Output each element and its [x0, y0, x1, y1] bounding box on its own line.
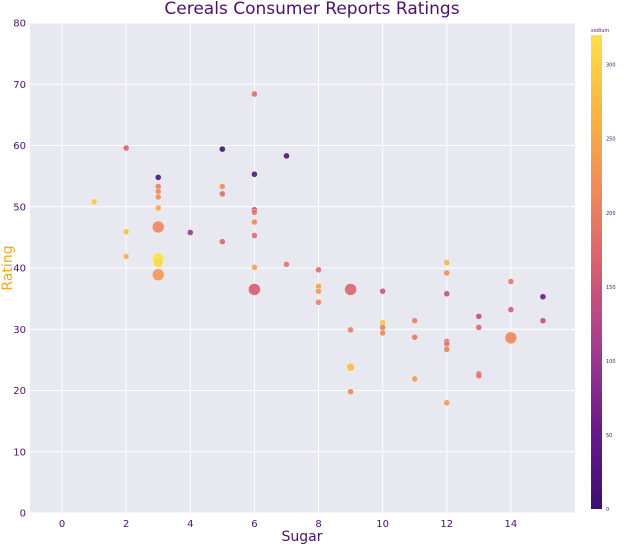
data-point [219, 238, 226, 245]
x-tick-label: 10 [376, 519, 389, 530]
colorbar-tick-label: 200 [606, 211, 616, 217]
x-tick-labels: 0 2 4 6 8 10 12 14 [59, 519, 517, 530]
data-point [411, 375, 418, 383]
data-point [504, 331, 518, 345]
chart-title: Cereals Consumer Reports Ratings [164, 0, 459, 19]
data-point [90, 198, 98, 206]
data-point [379, 329, 386, 337]
data-point [251, 90, 258, 98]
data-point [151, 220, 165, 234]
data-point [154, 193, 162, 201]
data-point [443, 259, 451, 266]
colorbar-tick-label: 50 [606, 433, 612, 439]
data-point [379, 288, 386, 295]
colorbar-tick-label: 250 [606, 137, 616, 143]
colorbar-tick-label: 100 [606, 359, 616, 365]
data-point [283, 261, 290, 268]
colorbar-gradient [591, 35, 602, 509]
data-point [251, 209, 258, 216]
data-point [154, 174, 162, 181]
data-point [219, 183, 226, 190]
y-tick-label: 40 [13, 264, 26, 275]
data-point [122, 253, 130, 260]
colorbar-tick-label: 150 [606, 285, 616, 291]
colorbar-title: sodium [591, 28, 609, 34]
data-point [248, 283, 261, 296]
data-point [347, 388, 354, 395]
y-tick-label: 10 [13, 447, 26, 458]
data-point [539, 293, 547, 301]
data-point [251, 171, 258, 178]
y-axis-label: Rating [0, 245, 16, 290]
data-point [475, 324, 483, 331]
data-point [283, 152, 290, 160]
colorbar-tick-label: 300 [606, 63, 616, 69]
data-point [379, 324, 386, 331]
colorbar-tick-label: 0 [606, 507, 609, 513]
y-tick-label: 20 [13, 386, 26, 397]
data-point [251, 264, 258, 271]
y-tick-label: 30 [13, 325, 26, 336]
gridlines [30, 22, 575, 514]
data-point [475, 372, 483, 380]
x-tick-label: 12 [440, 519, 453, 530]
x-axis-label: Sugar [282, 529, 323, 545]
data-point [539, 317, 547, 324]
x-tick-label: 4 [187, 519, 193, 530]
data-point [443, 269, 451, 277]
data-point [251, 218, 258, 226]
x-tick-label: 0 [59, 519, 65, 530]
y-tick-label: 50 [13, 202, 26, 213]
data-point [219, 190, 226, 198]
data-point [187, 229, 194, 236]
x-tick-label: 14 [505, 519, 518, 530]
data-point [152, 257, 164, 268]
data-point [507, 306, 515, 313]
x-tick-label: 8 [315, 519, 321, 530]
y-tick-label: 80 [13, 19, 26, 30]
data-point [443, 340, 451, 348]
data-point [443, 399, 451, 406]
data-point [122, 144, 130, 152]
data-point [251, 232, 258, 239]
data-point [151, 268, 165, 281]
y-tick-label: 60 [13, 141, 26, 152]
data-point [475, 313, 483, 320]
y-tick-labels: 0 10 20 30 40 50 60 70 80 [13, 19, 26, 520]
data-point [347, 326, 354, 334]
data-point [315, 288, 322, 295]
y-tick-label: 70 [13, 80, 26, 91]
data-point [219, 145, 226, 153]
x-tick-label: 2 [123, 519, 129, 530]
data-point [154, 188, 162, 195]
data-point [154, 204, 162, 212]
data-point [346, 362, 355, 372]
data-point [344, 283, 357, 296]
colorbar: sodium 0 50 100 150 200 250 300 [591, 28, 616, 513]
data-point [507, 278, 515, 285]
data-point [443, 290, 451, 297]
x-tick-label: 6 [251, 519, 257, 530]
data-point [443, 346, 451, 353]
data-point [411, 317, 418, 324]
data-points [90, 90, 547, 406]
y-tick-label: 0 [20, 509, 26, 520]
data-point [122, 228, 130, 236]
colorbar-ticks: 0 50 100 150 200 250 300 [606, 63, 616, 513]
data-point [411, 333, 418, 341]
data-point [315, 299, 322, 306]
data-point [315, 266, 322, 274]
